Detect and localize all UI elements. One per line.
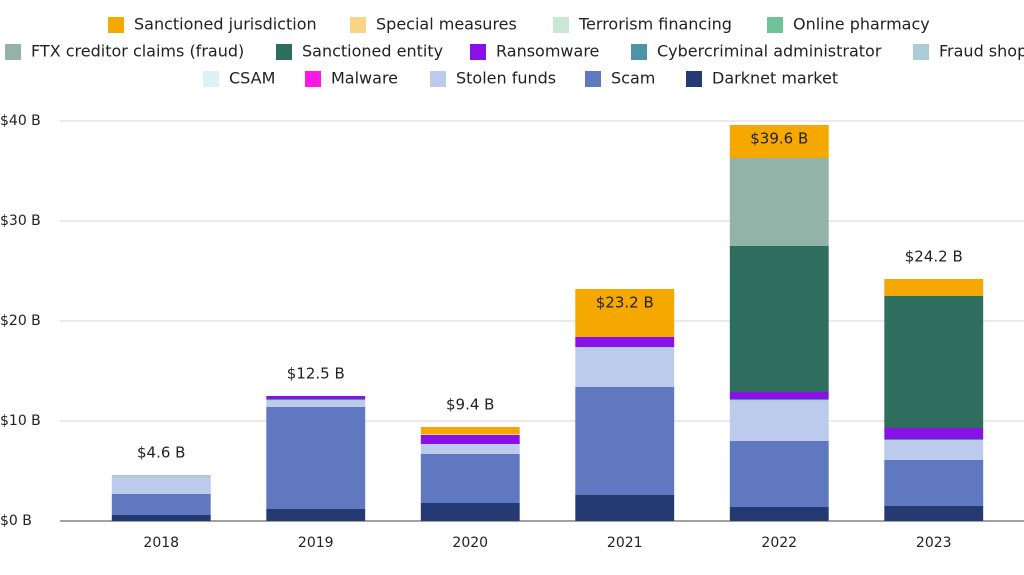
bar-segment [884, 506, 984, 521]
bar-segment [575, 348, 675, 387]
x-tick-label: 2023 [916, 535, 952, 551]
legend-label: Special measures [376, 15, 517, 34]
legend-swatch [631, 44, 647, 60]
legend-label: Scam [611, 69, 655, 88]
bar-segment [266, 399, 366, 400]
bar-segment [420, 434, 520, 435]
total-label: $12.5 B [287, 365, 345, 383]
legend-label: FTX creditor claims (fraud) [31, 42, 244, 61]
bar-segment [575, 347, 675, 348]
bar-segment [266, 509, 366, 521]
y-tick-label: $0 B [0, 513, 32, 529]
bar-segment [575, 495, 675, 521]
bar-segment [420, 454, 520, 503]
legend-swatch [470, 44, 486, 60]
legend-swatch [553, 17, 569, 33]
bar-segment [729, 158, 829, 246]
legend-label: Sanctioned jurisdiction [134, 15, 317, 34]
total-label: $4.6 B [137, 444, 185, 462]
bar-segment [884, 439, 984, 440]
y-tick-label: $30 B [0, 213, 41, 229]
legend-label: Malware [331, 69, 398, 88]
bar-segment [266, 401, 366, 407]
bar-segment [729, 400, 829, 401]
bar-segment [884, 279, 984, 296]
legend-label: Sanctioned entity [302, 42, 443, 61]
bar-segment [111, 478, 211, 494]
bar-segment [884, 440, 984, 460]
legend-label: Online pharmacy [793, 15, 930, 34]
bar-segment [575, 387, 675, 495]
bar-segment [420, 503, 520, 521]
bar-segment [266, 396, 366, 399]
legend-swatch [913, 44, 929, 60]
bar-segment [575, 289, 675, 337]
total-label: $24.2 B [905, 248, 963, 266]
legend-swatch [108, 17, 124, 33]
bar-segment [266, 407, 366, 509]
total-label: $39.6 B [750, 130, 808, 148]
bar-segment [729, 392, 829, 399]
bar-segment [729, 441, 829, 507]
legend-label: Fraud shop [939, 42, 1024, 61]
legend-label: Darknet market [712, 69, 838, 88]
legend-swatch [203, 71, 219, 87]
bar-segment [111, 475, 211, 478]
bar-segment [111, 494, 211, 515]
y-tick-label: $20 B [0, 313, 41, 329]
legend-label: Terrorism financing [578, 15, 732, 34]
x-tick-label: 2020 [452, 535, 488, 551]
legend-label: Cybercriminal administrator [657, 42, 882, 61]
legend-label: Ransomware [496, 42, 599, 61]
legend-swatch [686, 71, 702, 87]
legend-swatch [276, 44, 292, 60]
legend-swatch [305, 71, 321, 87]
bar-segment [884, 428, 984, 439]
y-tick-label: $40 B [0, 113, 41, 129]
bar-segment [420, 444, 520, 454]
bar-segment [575, 337, 675, 347]
bar-segment [729, 401, 829, 441]
bar-segment [884, 460, 984, 506]
bar-segment [729, 507, 829, 521]
legend-label: CSAM [229, 69, 275, 88]
x-tick-label: 2022 [761, 535, 797, 551]
bar-segment [729, 125, 829, 158]
total-label: $9.4 B [446, 396, 494, 414]
bar-segment [884, 296, 984, 428]
x-tick-label: 2021 [607, 535, 643, 551]
x-tick-label: 2018 [143, 535, 179, 551]
bar-segment [420, 427, 520, 434]
bar-segment [111, 515, 211, 521]
legend-swatch [5, 44, 21, 60]
bar-segment [729, 399, 829, 400]
legend-label: Stolen funds [456, 69, 556, 88]
bar-segment [729, 246, 829, 392]
total-label: $23.2 B [596, 294, 654, 312]
x-tick-label: 2019 [298, 535, 334, 551]
legend-swatch [350, 17, 366, 33]
y-tick-label: $10 B [0, 413, 41, 429]
legend-swatch [430, 71, 446, 87]
bar-segment [266, 400, 366, 401]
bar-segment [420, 435, 520, 444]
legend-swatch [585, 71, 601, 87]
legend-swatch [767, 17, 783, 33]
